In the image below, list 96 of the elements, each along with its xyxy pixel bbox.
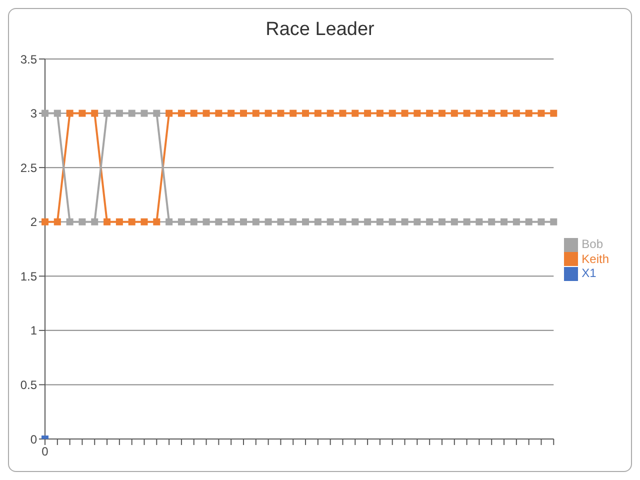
y-tick-label: 3.5 xyxy=(20,52,38,66)
point xyxy=(153,110,160,117)
point xyxy=(215,110,222,117)
point xyxy=(228,110,235,117)
point xyxy=(42,110,48,117)
point xyxy=(414,110,421,117)
point xyxy=(500,110,508,117)
point xyxy=(290,218,297,226)
point xyxy=(388,218,396,226)
point xyxy=(463,110,470,117)
point xyxy=(450,110,458,117)
y-tick-label: 1.5 xyxy=(20,269,38,284)
point xyxy=(488,110,496,117)
point xyxy=(550,110,558,117)
point xyxy=(352,110,359,117)
point xyxy=(190,110,198,117)
point xyxy=(178,110,185,117)
point xyxy=(463,218,470,226)
point xyxy=(54,218,61,226)
point xyxy=(78,110,86,117)
point xyxy=(388,110,396,117)
point xyxy=(352,218,359,226)
point xyxy=(190,218,198,226)
y-tick-label: 0.5 xyxy=(20,378,38,392)
point xyxy=(401,110,408,117)
point xyxy=(376,110,384,117)
point xyxy=(91,110,98,117)
point xyxy=(78,218,86,226)
point xyxy=(252,110,260,117)
point xyxy=(314,110,322,117)
point xyxy=(277,110,284,117)
point xyxy=(104,110,111,117)
point xyxy=(302,110,310,117)
point xyxy=(314,218,322,226)
point xyxy=(376,218,384,226)
legend-label: Keith xyxy=(582,252,609,266)
point xyxy=(525,110,532,117)
point xyxy=(450,218,458,226)
point xyxy=(91,218,98,226)
point xyxy=(426,218,434,226)
point xyxy=(178,218,185,226)
point xyxy=(339,110,346,117)
point xyxy=(66,218,74,226)
point xyxy=(438,218,446,226)
legend-label: Bob xyxy=(582,236,603,251)
point xyxy=(512,218,520,226)
point xyxy=(116,110,123,117)
point xyxy=(476,218,483,226)
point xyxy=(538,110,545,117)
point xyxy=(153,218,160,226)
point xyxy=(240,218,247,226)
point xyxy=(538,218,545,226)
point xyxy=(215,218,222,226)
legend-label: X1 xyxy=(582,266,596,280)
y-tick-label: 2.5 xyxy=(20,160,38,175)
y-tick-label: 1 xyxy=(30,324,38,338)
point xyxy=(228,218,235,226)
point xyxy=(426,110,434,117)
point xyxy=(512,110,520,117)
y-tick-label: 2 xyxy=(30,215,38,230)
point xyxy=(438,110,446,117)
y-tick-label: 3 xyxy=(30,106,38,121)
point xyxy=(116,218,123,226)
point xyxy=(414,218,421,226)
point xyxy=(54,110,61,117)
point xyxy=(166,218,173,226)
point xyxy=(525,218,532,226)
point xyxy=(401,218,408,226)
point xyxy=(264,110,272,117)
point xyxy=(166,110,173,117)
point xyxy=(252,218,260,226)
point xyxy=(128,110,136,117)
point xyxy=(42,218,48,226)
point xyxy=(550,218,558,226)
point xyxy=(202,110,210,117)
point xyxy=(264,218,272,226)
point xyxy=(476,110,483,117)
point xyxy=(290,110,297,117)
point xyxy=(364,218,372,226)
point xyxy=(140,218,148,226)
point xyxy=(240,110,247,117)
point xyxy=(488,218,496,226)
point xyxy=(66,110,74,117)
point xyxy=(140,110,148,117)
point xyxy=(326,218,334,226)
point xyxy=(128,218,136,226)
point xyxy=(326,110,334,117)
point xyxy=(500,218,508,226)
point xyxy=(364,110,372,117)
point xyxy=(104,218,111,226)
point xyxy=(277,218,284,226)
point xyxy=(339,218,346,226)
point xyxy=(202,218,210,226)
point xyxy=(302,218,310,226)
chart-title: Race Leader xyxy=(264,18,376,42)
y-tick-label: 0 xyxy=(30,432,38,446)
